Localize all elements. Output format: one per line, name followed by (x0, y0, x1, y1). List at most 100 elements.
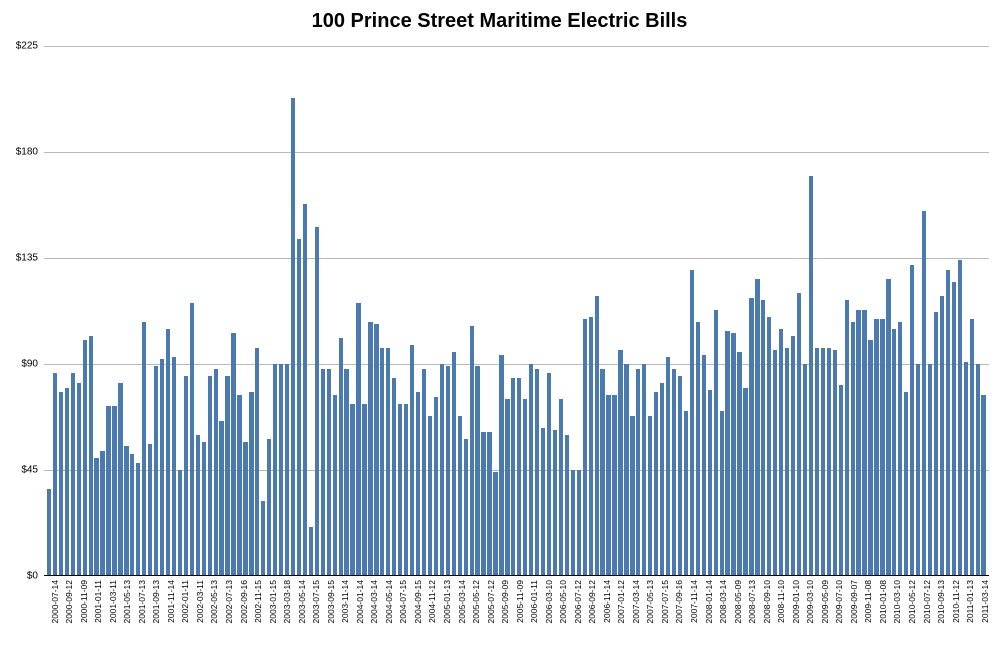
x-tick-label: 2003-03-18 (282, 580, 292, 623)
bar (898, 322, 902, 576)
x-tick-label: 2009-07-10 (834, 580, 844, 623)
bar (666, 357, 670, 576)
bar (952, 282, 956, 576)
bar (583, 319, 587, 576)
bar (237, 395, 241, 576)
x-label-slot: 2009-03-10 (802, 576, 809, 586)
bar (672, 369, 676, 576)
bar (71, 373, 75, 576)
y-tick-label: $135 (16, 253, 38, 264)
x-label-slot: 2005-01-13 (438, 576, 445, 586)
bar (190, 303, 194, 576)
x-label-slot (809, 576, 816, 586)
x-label-slot: 2004-05-14 (380, 576, 387, 586)
bar (83, 340, 87, 576)
x-label-slot (635, 576, 642, 586)
bar (142, 322, 146, 576)
bar (791, 336, 795, 576)
x-label-slot: 2001-01-11 (90, 576, 97, 586)
bar (725, 331, 729, 576)
x-tick-label: 2004-09-15 (413, 580, 423, 623)
x-label-slot: 2011-01-13 (961, 576, 968, 586)
x-tick-label: 2007-03-14 (631, 580, 641, 623)
x-label-slot: 2009-07-10 (831, 576, 838, 586)
bar (624, 364, 628, 576)
x-label-slot (664, 576, 671, 586)
bar (523, 399, 527, 576)
x-label-slot: 2003-09-15 (322, 576, 329, 586)
x-tick-label: 2003-05-14 (297, 580, 307, 623)
x-tick-label: 2001-01-11 (93, 580, 103, 623)
bar (946, 270, 950, 576)
x-tick-label: 2008-05-09 (733, 580, 743, 623)
bar (303, 204, 307, 576)
x-tick-label: 2005-05-12 (471, 580, 481, 623)
bar (124, 446, 128, 576)
x-label-slot: 2001-05-13 (119, 576, 126, 586)
bar (565, 435, 569, 576)
bar (452, 352, 456, 576)
x-tick-label: 2011-01-13 (965, 580, 975, 623)
bar (327, 369, 331, 576)
x-label-slot (533, 576, 540, 586)
x-tick-label: 2006-09-12 (587, 580, 597, 623)
bar (678, 376, 682, 576)
bar (309, 527, 313, 576)
bar (89, 336, 93, 576)
bar (267, 439, 271, 576)
bars-container (44, 46, 989, 576)
bar (321, 369, 325, 576)
x-label-slot (475, 576, 482, 586)
bar (940, 296, 944, 576)
x-labels-container: 2000-07-142000-09-122000-11-092001-01-11… (44, 576, 993, 586)
bar (339, 338, 343, 576)
x-label-slot: 2001-09-13 (148, 576, 155, 586)
x-label-slot (271, 576, 278, 586)
x-label-slot: 2007-03-14 (627, 576, 634, 586)
bar (416, 392, 420, 576)
x-tick-label: 2001-03-11 (108, 580, 118, 623)
x-label-slot (228, 576, 235, 586)
x-label-slot: 2000-09-12 (61, 576, 68, 586)
bar (487, 432, 491, 576)
x-tick-label: 2007-09-16 (674, 580, 684, 623)
bar (660, 383, 664, 576)
x-label-slot (97, 576, 104, 586)
bar (868, 340, 872, 576)
bar (178, 470, 182, 576)
x-label-slot (140, 576, 147, 586)
x-tick-label: 2004-11-12 (427, 580, 437, 623)
bar (118, 383, 122, 576)
bar (714, 310, 718, 576)
x-label-slot: 2006-03-10 (540, 576, 547, 586)
x-label-slot: 2008-09-10 (758, 576, 765, 586)
x-label-slot (954, 576, 961, 586)
bar (404, 404, 408, 576)
bar (547, 373, 551, 576)
bar (333, 395, 337, 576)
bar (851, 322, 855, 576)
bar (106, 406, 110, 576)
bar (976, 364, 980, 576)
bar (368, 322, 372, 576)
x-tick-label: 2002-11-15 (253, 580, 263, 623)
bar (535, 369, 539, 576)
x-tick-label: 2008-07-13 (747, 580, 757, 623)
x-tick-label: 2000-07-14 (50, 580, 60, 623)
bar (398, 404, 402, 576)
x-label-slot (838, 576, 845, 586)
bar (559, 399, 563, 576)
x-label-slot (184, 576, 191, 586)
bar (981, 395, 985, 576)
bar (362, 404, 366, 576)
x-tick-label: 2003-01-15 (268, 580, 278, 623)
bar (589, 317, 593, 576)
bar (642, 364, 646, 576)
x-label-slot: 2007-09-16 (671, 576, 678, 586)
x-tick-label: 2006-05-10 (558, 580, 568, 623)
bar (422, 369, 426, 576)
bar (243, 442, 247, 576)
bar (279, 364, 283, 576)
y-tick-label: $45 (21, 465, 38, 476)
x-label-slot: 2005-03-14 (453, 576, 460, 586)
